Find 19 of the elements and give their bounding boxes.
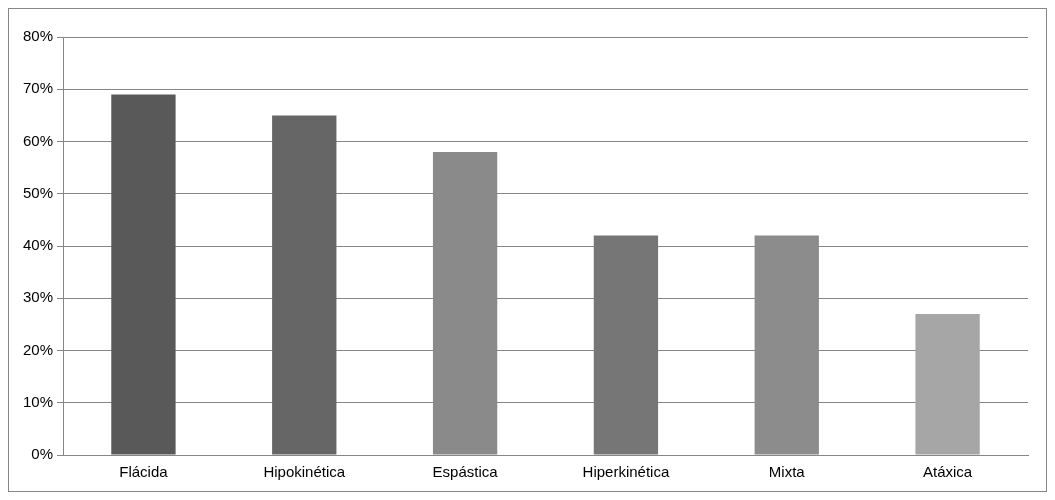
x-tick-label: Hiperkinética — [582, 463, 670, 481]
y-tick-label: 50% — [22, 183, 54, 201]
x-tick-label: Hipokinética — [263, 463, 346, 481]
y-tick-label: 0% — [31, 445, 54, 463]
bar — [593, 235, 659, 455]
y-tick-label: 70% — [22, 79, 54, 97]
x-tick-label: Atáxica — [922, 463, 973, 481]
y-tick-label: 20% — [22, 340, 54, 358]
x-tick-label: Flácida — [119, 463, 169, 481]
y-tick-label: 30% — [22, 288, 54, 306]
y-tick-label: 60% — [22, 131, 54, 149]
bar — [915, 313, 980, 455]
bar — [272, 115, 337, 455]
x-tick-label: Mixta — [768, 463, 806, 481]
y-tick-label: 80% — [22, 27, 54, 45]
bar — [111, 94, 176, 455]
x-tick-label: Espástica — [432, 463, 499, 481]
y-tick-label: 40% — [22, 236, 54, 254]
y-tick-label: 10% — [22, 392, 54, 410]
